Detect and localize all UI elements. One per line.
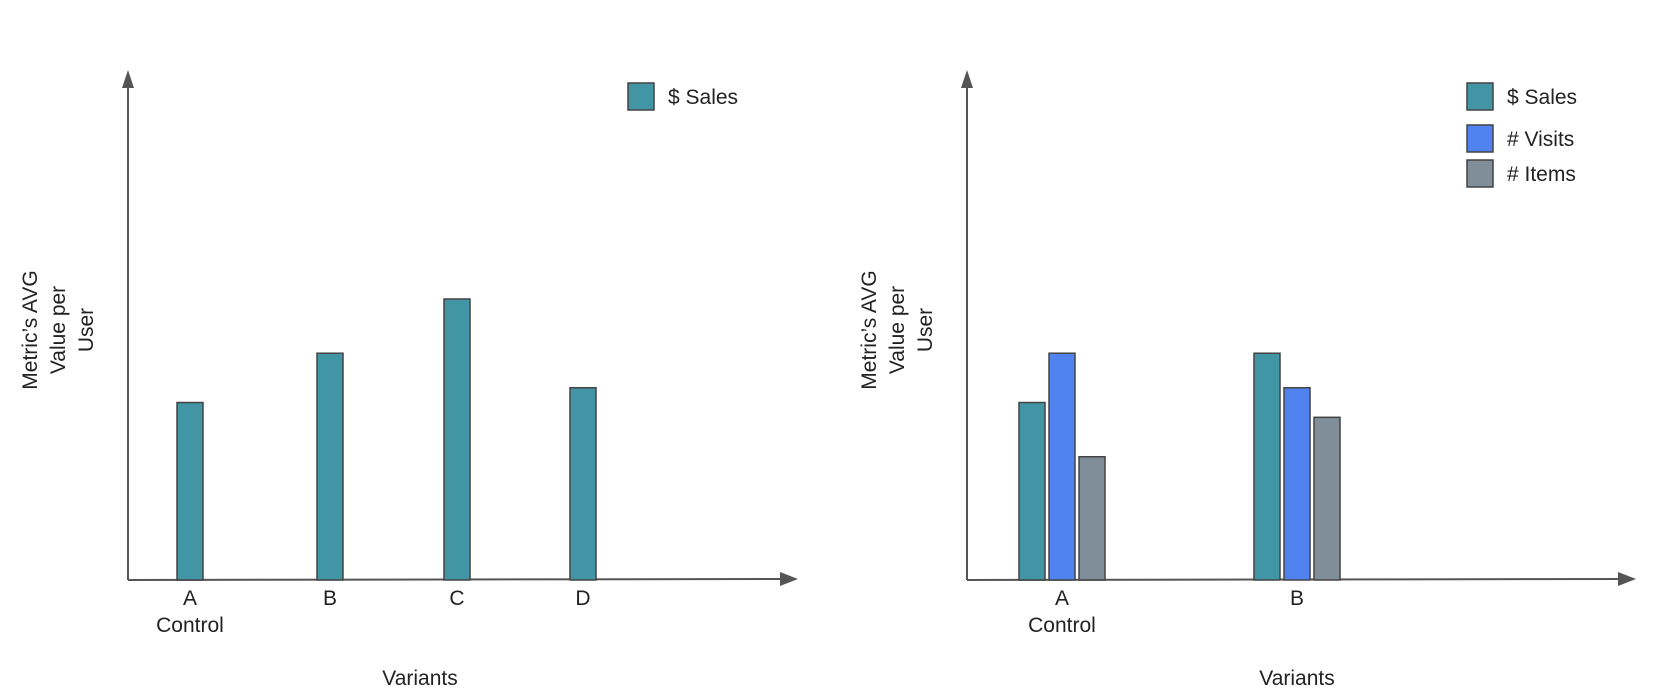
x-tick-label: D [575, 587, 590, 610]
bar-b-items [1313, 416, 1341, 581]
legend-swatch-visits [1466, 124, 1494, 153]
bar-a-sales [1018, 401, 1046, 581]
legend: $ Sales # Visits # Items [1466, 82, 1577, 188]
legend-label: # Visits [1507, 128, 1574, 151]
x-axis-label: Variants [1259, 667, 1334, 690]
x-tick-sublabel: Control [1028, 614, 1096, 637]
bar-b-visits [1283, 386, 1311, 581]
bar-c-sales [443, 298, 471, 581]
legend-swatch-sales [1466, 82, 1494, 111]
x-tick-sublabel: Control [156, 614, 224, 637]
legend-swatch-sales [627, 82, 655, 111]
x-tick-label: B [323, 587, 337, 610]
x-axis-arrow [780, 572, 798, 586]
y-axis-arrow [961, 70, 973, 88]
bar-b-sales [316, 352, 344, 581]
bar-a-visits [1048, 352, 1076, 581]
chart-1: A Control B C D Variants Metric’s AVG Value per… [19, 70, 798, 690]
y-axis-label: Metric’s AVG Value per User [19, 270, 98, 389]
x-tick-label: C [449, 587, 464, 610]
y-axis-arrow [122, 70, 134, 88]
chart-2: A Control B Variants Metric’s AVG Value per Us… [858, 70, 1636, 690]
x-tick-label: B [1290, 587, 1304, 610]
legend-swatch-items [1466, 159, 1494, 188]
bar-d-sales [569, 386, 597, 581]
legend: $ Sales [627, 82, 738, 111]
legend-label: $ Sales [1507, 86, 1577, 109]
bar-a-sales [176, 401, 204, 581]
y-axis-label: Metric’s AVG Value per User [858, 270, 937, 389]
x-axis-label: Variants [382, 667, 457, 690]
x-tick-label: A [1055, 587, 1069, 610]
x-tick-label: A [183, 587, 197, 610]
legend-label: # Items [1507, 163, 1576, 186]
x-axis-arrow [1618, 572, 1636, 586]
bar-a-items [1078, 456, 1106, 581]
bar-b-sales [1253, 352, 1281, 581]
legend-label: $ Sales [668, 86, 738, 109]
